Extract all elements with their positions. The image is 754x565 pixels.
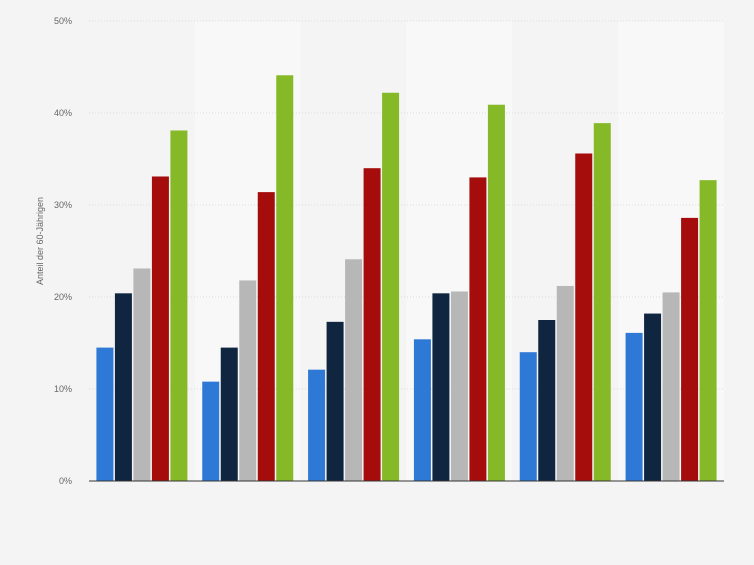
bar bbox=[575, 153, 593, 482]
bar bbox=[239, 280, 257, 481]
bar bbox=[345, 259, 363, 481]
bar bbox=[220, 347, 238, 481]
bar bbox=[151, 176, 169, 482]
bar bbox=[170, 130, 188, 482]
y-tick-label: 10% bbox=[54, 384, 72, 394]
bar bbox=[276, 75, 294, 481]
bar bbox=[681, 217, 699, 481]
bar bbox=[450, 291, 468, 481]
y-tick-label: 50% bbox=[54, 16, 72, 26]
bar bbox=[202, 381, 220, 481]
bar bbox=[487, 104, 505, 481]
gridlines bbox=[89, 20, 724, 390]
y-axis-label: Anteil der 60-Jährigen bbox=[35, 197, 45, 285]
y-axis-ticks: 0% 10% 20% 30% 40% 50% bbox=[54, 16, 72, 486]
bar bbox=[625, 332, 643, 481]
bar bbox=[257, 192, 275, 481]
bar bbox=[114, 293, 132, 481]
bar bbox=[133, 268, 151, 481]
bar bbox=[363, 168, 381, 481]
y-tick-label: 30% bbox=[54, 200, 72, 210]
bar bbox=[556, 285, 574, 481]
bar bbox=[96, 347, 114, 481]
bar bbox=[662, 292, 680, 481]
bar bbox=[432, 293, 450, 481]
y-tick-label: 20% bbox=[54, 292, 72, 302]
y-tick-label: 0% bbox=[59, 476, 72, 486]
bar bbox=[593, 123, 611, 482]
bar bbox=[519, 352, 537, 481]
bar bbox=[308, 369, 326, 481]
bars bbox=[96, 75, 717, 482]
bar bbox=[382, 92, 400, 481]
bar bbox=[699, 180, 717, 481]
bar bbox=[538, 320, 556, 481]
bar bbox=[644, 313, 662, 481]
bar bbox=[469, 177, 487, 481]
y-tick-label: 40% bbox=[54, 108, 72, 118]
bar bbox=[413, 339, 431, 481]
bar bbox=[326, 321, 344, 481]
